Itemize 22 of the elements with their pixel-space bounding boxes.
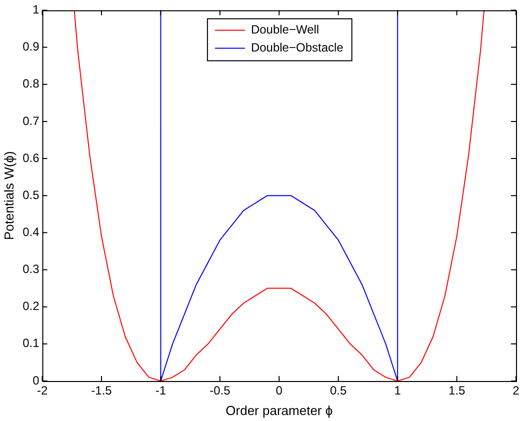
y-axis-title: Potentials W(ϕ) (1, 151, 16, 240)
x-tick-label: 1 (394, 384, 402, 398)
x-tick-label: 0.5 (330, 384, 348, 398)
y-tick-label: 0.9 (22, 40, 40, 54)
y-tick-label: 0.6 (22, 150, 40, 165)
x-tick-label: 0 (276, 384, 283, 398)
y-tick-label: 1 (32, 2, 40, 17)
x-tick-label: -1 (155, 384, 166, 398)
y-tick-label: 0.3 (22, 262, 40, 276)
y-tick-label: 0.8 (22, 76, 40, 91)
x-tick-label: -0.5 (210, 384, 231, 398)
y-tick-label: 0.5 (22, 188, 40, 202)
x-tick-label: -1.5 (91, 384, 112, 398)
x-tick-label: 1.5 (448, 384, 466, 398)
legend-label: Double−Well (250, 22, 320, 37)
y-tick-label: 0.7 (22, 114, 40, 128)
y-tick-label: 0.4 (22, 224, 40, 239)
y-tick-label: 0.1 (22, 336, 40, 350)
y-tick-label: 0.2 (22, 299, 40, 314)
x-axis-title: Order parameter ϕ (226, 402, 333, 418)
legend-label: Double−Obstacle (250, 40, 344, 55)
x-tick-label: 2 (512, 384, 520, 398)
